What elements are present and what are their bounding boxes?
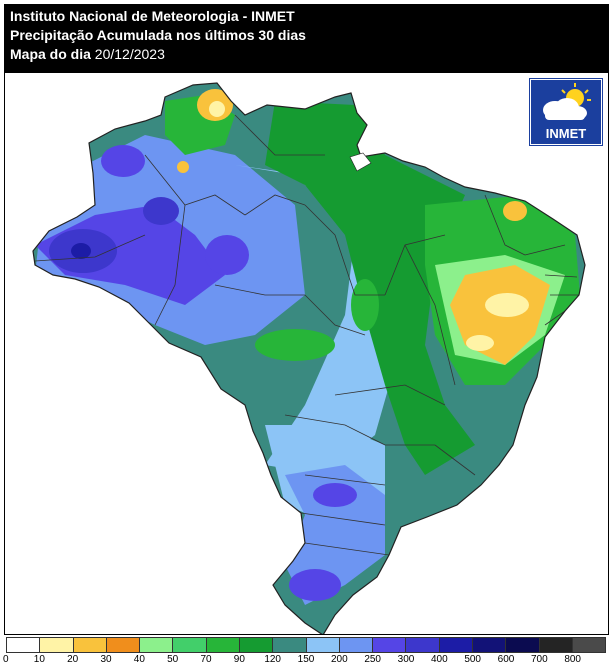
ceara-orange (503, 201, 527, 221)
legend-swatch-14 (472, 637, 507, 653)
legend-swatch-4 (140, 637, 174, 653)
legend-swatch-16 (539, 637, 573, 653)
map-date-value: 20/12/2023 (94, 46, 165, 62)
legend-tick-label: 200 (330, 654, 348, 665)
legend-swatch-1 (40, 637, 74, 653)
map-frame: Instituto Nacional de Meteorologia - INM… (4, 4, 609, 635)
legend-swatch-7 (239, 637, 274, 653)
legend-swatch-17 (572, 637, 607, 653)
acre-navy-core (71, 243, 91, 259)
legend-tick-label: 120 (264, 654, 281, 665)
northwest-purple (101, 145, 145, 177)
state-borders (34, 114, 579, 556)
legend-tick-label: 600 (497, 654, 515, 665)
parana-purple (313, 483, 357, 507)
mato-grosso-green (255, 329, 335, 361)
institute-title: Instituto Nacional de Meteorologia - INM… (10, 8, 295, 24)
legend-tick-label: 10 (33, 654, 45, 665)
inmet-logo-text: INMET (545, 126, 587, 141)
central-amazon-purple (205, 235, 249, 275)
legend-tick-label: 400 (430, 654, 448, 665)
legend-tick-label: 40 (133, 654, 145, 665)
legend-swatch-3 (106, 637, 141, 653)
amazonas-dark-purple (143, 197, 179, 225)
legend-swatch-15 (506, 637, 540, 653)
marajo-island (349, 152, 372, 172)
color-legend (6, 637, 607, 653)
legend-tick-label: 70 (200, 654, 212, 665)
legend-tick-label: 500 (464, 654, 481, 665)
country-outline (32, 82, 586, 634)
legend-swatch-12 (406, 637, 440, 653)
legend-swatch-10 (339, 637, 374, 653)
legend-swatch-8 (273, 637, 307, 653)
legend-tick-label: 150 (297, 654, 315, 665)
legend-swatch-5 (173, 637, 207, 653)
legend-swatch-0 (6, 637, 41, 653)
rs-purple (289, 569, 341, 601)
legend-swatch-9 (306, 637, 340, 653)
legend-ticks: 0 10 20 30 40 50 70 90 120 150 200 250 300 400 500 600 7… (0, 654, 612, 668)
legend-tick-label: 250 (364, 654, 381, 665)
map-date-line: Mapa do dia 20/12/2023 (5, 45, 608, 64)
legend-tick-label: 20 (67, 654, 79, 665)
cloud-sun-icon (543, 83, 591, 120)
goias-green (351, 279, 379, 331)
legend-tick-label: 50 (167, 654, 179, 665)
legend-swatch-2 (73, 637, 107, 653)
roraima-yellow-core (209, 101, 225, 117)
inmet-logo: INMET (530, 79, 602, 145)
map-header: Instituto Nacional de Meteorologia - INM… (5, 5, 608, 73)
map-date-label: Mapa do dia (10, 46, 91, 62)
bahia-yellow-core (485, 293, 529, 317)
legend-swatch-6 (206, 637, 240, 653)
legend-tick-label: 700 (530, 654, 548, 665)
precipitation-map (5, 73, 608, 634)
map-subtitle: Precipitação Acumulada nos últimos 30 di… (10, 27, 306, 43)
bahia-yellow-south (466, 335, 494, 351)
legend-tick-label: 300 (397, 654, 415, 665)
legend-swatch-11 (373, 637, 407, 653)
legend-swatch-13 (439, 637, 473, 653)
legend-tick-label: 0 (3, 654, 9, 665)
amazonas-orange-spot (177, 161, 189, 173)
legend-tick-label: 800 (564, 654, 581, 665)
legend-tick-label: 30 (100, 654, 112, 665)
legend-tick-label: 90 (233, 654, 245, 665)
